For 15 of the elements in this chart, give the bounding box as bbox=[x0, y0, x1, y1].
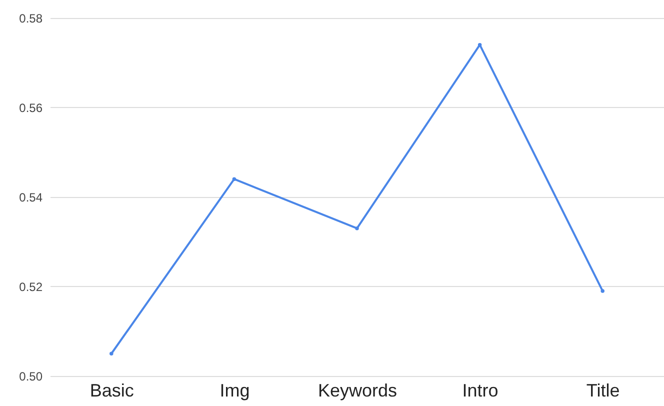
point bbox=[110, 352, 114, 356]
point bbox=[600, 289, 604, 293]
y-tick-label: 0.58 bbox=[19, 12, 43, 26]
x-tick-label: Keywords bbox=[318, 380, 398, 400]
x-tick-label: Intro bbox=[462, 380, 498, 400]
point bbox=[232, 177, 236, 181]
y-tick-label: 0.56 bbox=[19, 101, 43, 115]
y-tick-label: 0.50 bbox=[19, 370, 43, 384]
x-tick-label: Title bbox=[586, 380, 620, 400]
y-tick-label: 0.54 bbox=[19, 190, 43, 204]
point bbox=[355, 226, 359, 230]
y-tick-label: 0.52 bbox=[19, 280, 43, 294]
point bbox=[478, 42, 482, 47]
x-tick-label: Basic bbox=[90, 380, 134, 400]
x-tick-label: Img bbox=[220, 380, 250, 400]
